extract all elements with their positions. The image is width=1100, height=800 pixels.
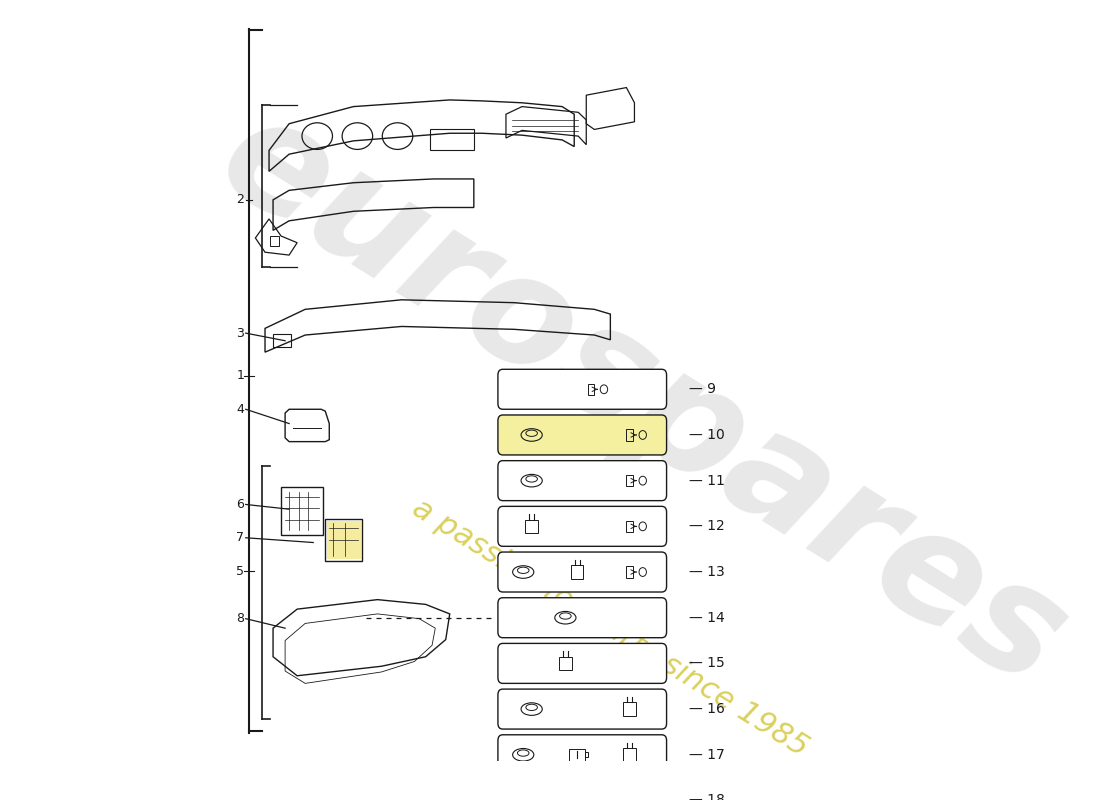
Bar (571, 566, 583, 579)
Text: — 15: — 15 (689, 656, 725, 670)
Bar (569, 749, 585, 761)
FancyBboxPatch shape (498, 552, 667, 592)
Bar (626, 566, 632, 578)
Bar (282, 487, 322, 535)
Bar (430, 130, 474, 150)
Text: — 17: — 17 (689, 748, 725, 762)
Text: 4: 4 (236, 402, 244, 416)
Text: — 11: — 11 (689, 474, 725, 488)
FancyBboxPatch shape (498, 461, 667, 501)
Text: — 13: — 13 (689, 565, 725, 579)
FancyBboxPatch shape (498, 415, 667, 455)
Text: a passion for parts since 1985: a passion for parts since 1985 (407, 494, 814, 762)
Bar (326, 518, 362, 561)
Text: — 14: — 14 (689, 610, 725, 625)
FancyBboxPatch shape (498, 370, 667, 410)
Bar (626, 794, 632, 800)
Text: — 10: — 10 (689, 428, 725, 442)
Bar (624, 748, 636, 762)
Text: — 16: — 16 (689, 702, 725, 716)
Bar (270, 236, 279, 246)
FancyBboxPatch shape (498, 598, 667, 638)
Text: eurospares: eurospares (194, 81, 1091, 719)
Bar (626, 475, 632, 486)
Text: 1: 1 (236, 370, 244, 382)
Bar (273, 334, 290, 347)
Bar (585, 798, 588, 800)
Text: 8: 8 (236, 612, 244, 625)
FancyBboxPatch shape (498, 734, 667, 774)
FancyBboxPatch shape (498, 643, 667, 683)
FancyBboxPatch shape (498, 506, 667, 546)
Text: 3: 3 (236, 326, 244, 340)
Bar (626, 521, 632, 532)
Bar (569, 794, 585, 800)
Text: 6: 6 (236, 498, 244, 511)
Bar (327, 521, 361, 558)
FancyBboxPatch shape (498, 781, 667, 800)
Text: — 12: — 12 (689, 519, 725, 534)
Text: — 9: — 9 (689, 382, 716, 396)
Text: — 18: — 18 (689, 794, 725, 800)
FancyBboxPatch shape (498, 689, 667, 729)
Bar (624, 702, 636, 716)
Text: 5: 5 (236, 565, 244, 578)
Bar (585, 753, 588, 757)
Bar (626, 430, 632, 441)
Bar (587, 383, 594, 395)
Bar (526, 519, 538, 533)
Bar (559, 657, 572, 670)
Text: 7: 7 (236, 531, 244, 544)
Text: 2: 2 (236, 194, 244, 206)
